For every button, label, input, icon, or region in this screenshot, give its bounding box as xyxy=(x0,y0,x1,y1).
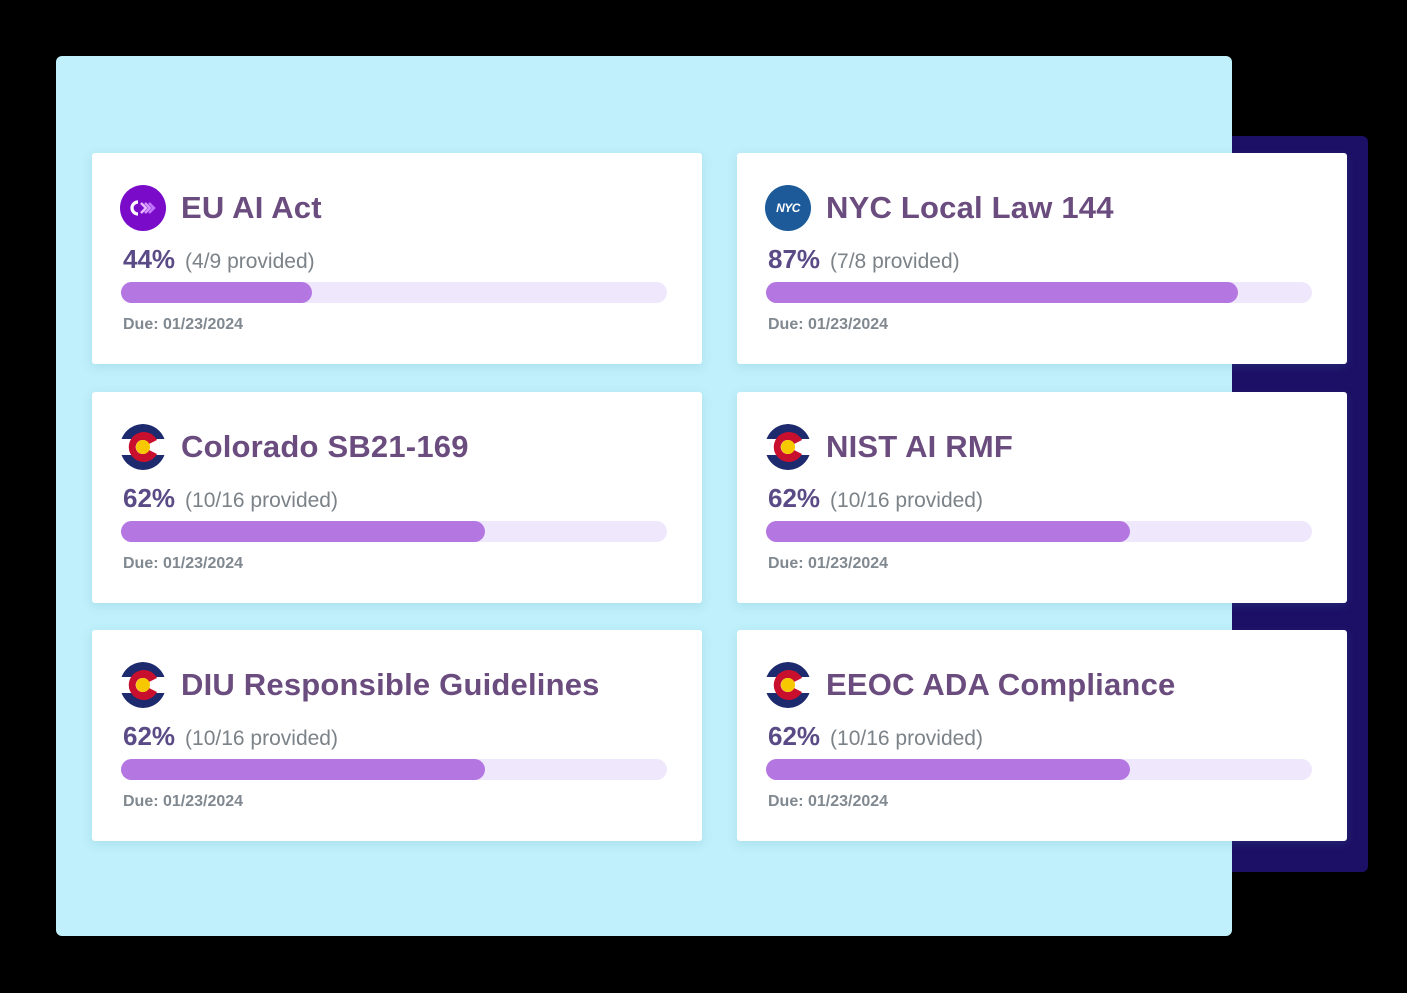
provided-count: (10/16 provided) xyxy=(830,727,983,750)
card-title: EEOC ADA Compliance xyxy=(826,667,1176,702)
progress-percent: 62% xyxy=(768,483,821,513)
progress-bar xyxy=(766,282,1312,303)
progress-fill xyxy=(766,282,1239,303)
progress-percent: 62% xyxy=(123,483,176,513)
colorado-flag-icon xyxy=(765,424,811,470)
card-title: NIST AI RMF xyxy=(826,429,1014,464)
nyc-logo-text: NYC xyxy=(776,201,800,215)
progress-fill xyxy=(121,521,486,542)
compliance-card-eu-ai-act[interactable]: EU AI Act 44% (4/9 provided) Due: 01/23/… xyxy=(92,153,702,364)
due-date: Due: 01/23/2024 xyxy=(768,316,889,333)
card-title: EU AI Act xyxy=(181,190,322,225)
progress-fill xyxy=(766,759,1131,780)
colorado-flag-icon xyxy=(120,662,166,708)
progress-percent: 44% xyxy=(123,244,176,274)
due-date: Due: 01/23/2024 xyxy=(768,793,889,810)
due-date: Due: 01/23/2024 xyxy=(768,555,889,572)
progress-bar xyxy=(121,759,667,780)
provided-count: (10/16 provided) xyxy=(185,727,338,750)
provided-count: (4/9 provided) xyxy=(185,250,315,273)
card-title: Colorado SB21-169 xyxy=(181,429,469,464)
progress-bar xyxy=(121,521,667,542)
card-title: NYC Local Law 144 xyxy=(826,190,1114,225)
progress-fill xyxy=(121,282,313,303)
progress-bar xyxy=(121,282,667,303)
nyc-logo-icon: NYC xyxy=(765,185,811,231)
progress-bar xyxy=(766,521,1312,542)
compliance-card-diu-responsible-guidelines[interactable]: DIU Responsible Guidelines 62% (10/16 pr… xyxy=(92,630,702,841)
compliance-card-colorado-sb21-169[interactable]: Colorado SB21-169 62% (10/16 provided) D… xyxy=(92,392,702,603)
compliance-card-nist-ai-rmf[interactable]: NIST AI RMF 62% (10/16 provided) Due: 01… xyxy=(737,392,1347,603)
card-title: DIU Responsible Guidelines xyxy=(181,667,600,702)
progress-percent: 62% xyxy=(768,721,821,751)
progress-fill xyxy=(121,759,486,780)
colorado-flag-icon xyxy=(765,662,811,708)
provided-count: (7/8 provided) xyxy=(830,250,960,273)
progress-percent: 62% xyxy=(123,721,176,751)
progress-percent: 87% xyxy=(768,244,821,274)
due-date: Due: 01/23/2024 xyxy=(123,316,244,333)
compliance-card-nyc-local-law-144[interactable]: NYC NYC Local Law 144 87% (7/8 provided)… xyxy=(737,153,1347,364)
due-date: Due: 01/23/2024 xyxy=(123,555,244,572)
progress-fill xyxy=(766,521,1131,542)
colorado-flag-icon xyxy=(120,424,166,470)
provided-count: (10/16 provided) xyxy=(185,489,338,512)
provided-count: (10/16 provided) xyxy=(830,489,983,512)
compliance-card-eeoc-ada-compliance[interactable]: EEOC ADA Compliance 62% (10/16 provided)… xyxy=(737,630,1347,841)
progress-bar xyxy=(766,759,1312,780)
eu-ai-act-logo-icon xyxy=(120,185,166,231)
due-date: Due: 01/23/2024 xyxy=(123,793,244,810)
